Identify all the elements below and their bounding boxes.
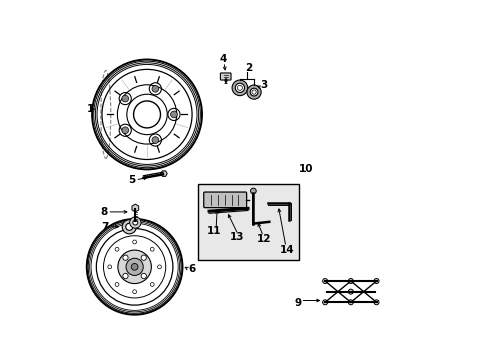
Circle shape xyxy=(115,283,119,286)
Text: 10: 10 xyxy=(299,165,313,174)
Circle shape xyxy=(347,300,353,305)
Text: 1: 1 xyxy=(86,104,94,114)
Text: 12: 12 xyxy=(256,234,271,244)
Circle shape xyxy=(246,85,261,99)
Circle shape xyxy=(347,279,353,283)
Text: 9: 9 xyxy=(293,298,301,309)
Bar xyxy=(198,184,299,260)
Circle shape xyxy=(232,80,247,96)
Circle shape xyxy=(250,188,256,194)
Circle shape xyxy=(118,250,151,284)
Circle shape xyxy=(157,265,161,269)
Circle shape xyxy=(322,300,327,305)
FancyBboxPatch shape xyxy=(220,73,230,80)
Circle shape xyxy=(122,95,128,102)
Text: 13: 13 xyxy=(230,233,244,242)
Circle shape xyxy=(141,255,146,260)
Circle shape xyxy=(115,247,119,251)
Circle shape xyxy=(122,273,128,279)
Text: 7: 7 xyxy=(101,222,108,232)
Circle shape xyxy=(129,217,141,228)
Circle shape xyxy=(170,111,177,118)
Circle shape xyxy=(132,240,136,244)
Circle shape xyxy=(131,264,138,270)
Circle shape xyxy=(132,290,136,294)
Text: 11: 11 xyxy=(207,226,221,237)
Text: 8: 8 xyxy=(100,207,107,217)
Circle shape xyxy=(150,247,154,251)
Circle shape xyxy=(133,220,138,225)
Circle shape xyxy=(150,283,154,286)
FancyBboxPatch shape xyxy=(203,192,246,208)
Circle shape xyxy=(250,88,258,96)
Circle shape xyxy=(126,258,143,275)
Circle shape xyxy=(322,279,327,283)
Text: 2: 2 xyxy=(244,63,252,73)
Text: 5: 5 xyxy=(128,175,136,185)
Circle shape xyxy=(122,127,128,134)
Text: 6: 6 xyxy=(188,264,196,274)
Text: 14: 14 xyxy=(279,245,294,255)
Circle shape xyxy=(125,223,133,230)
Circle shape xyxy=(122,255,128,260)
Circle shape xyxy=(373,279,378,283)
Circle shape xyxy=(152,137,159,143)
Circle shape xyxy=(347,289,353,294)
Text: 4: 4 xyxy=(219,54,226,64)
Circle shape xyxy=(152,85,159,92)
Text: 3: 3 xyxy=(260,80,267,90)
Circle shape xyxy=(235,83,244,93)
Circle shape xyxy=(108,265,111,269)
Circle shape xyxy=(141,273,146,279)
Circle shape xyxy=(373,300,378,305)
Circle shape xyxy=(122,220,136,234)
